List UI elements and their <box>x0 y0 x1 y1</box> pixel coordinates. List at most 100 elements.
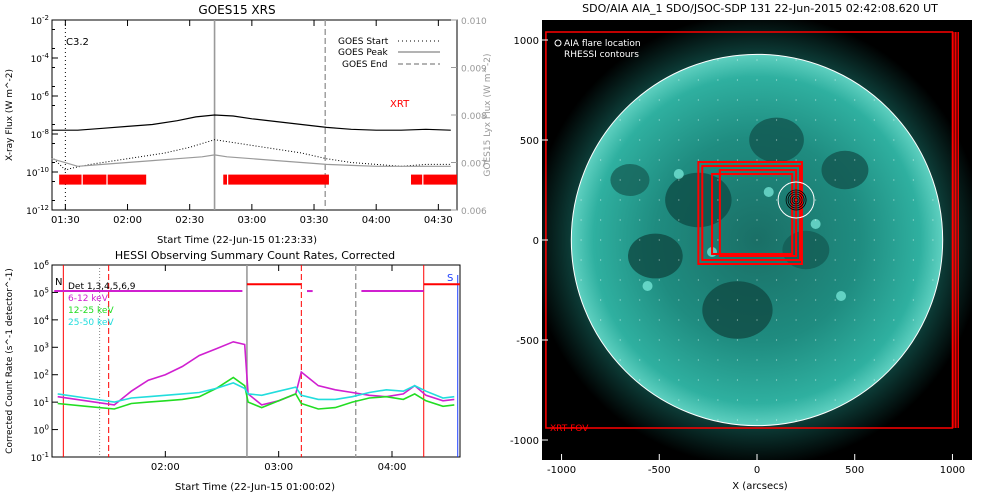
aia-grid-dot <box>795 119 797 121</box>
aia-grid-dot <box>912 259 914 261</box>
aia-grid-dot <box>893 239 895 241</box>
aia-grid-dot <box>619 319 621 321</box>
aia-grid-dot <box>736 339 739 341</box>
aia-grid-dot <box>795 379 797 381</box>
aia-ytick-label: -1000 <box>510 436 539 447</box>
goes-series-0 <box>51 114 451 131</box>
aia-flare-contours <box>777 181 815 219</box>
aia-grid-dot <box>600 259 602 261</box>
aia-grid-dot <box>600 279 602 281</box>
goes-panel: GOES15 XRS 01:30 02:00 02:30 03:00 03:30 04:0… <box>5 3 493 246</box>
aia-grid-dot <box>678 139 680 141</box>
aia-grid-dot <box>854 159 856 161</box>
aia-grid-dot <box>678 179 680 181</box>
aia-grid-dot <box>736 79 739 81</box>
goes-ytick-label: 10-4 <box>31 52 50 65</box>
aia-grid-dot <box>717 399 719 401</box>
aia-bright-point <box>810 219 821 229</box>
aia-grid-dot <box>639 299 641 301</box>
aia-grid-dot <box>873 179 875 181</box>
aia-grid-dot <box>854 379 856 381</box>
aia-grid-dot <box>775 159 778 161</box>
aia-grid-dot <box>678 159 680 161</box>
aia-dark-region <box>702 281 773 339</box>
aia-grid-dot <box>795 339 797 341</box>
aia-grid-dot <box>658 199 660 201</box>
hessi-ytick-label: 100 <box>33 424 49 437</box>
aia-grid-dot <box>639 359 641 361</box>
hessi-ytick-label: 103 <box>33 341 49 354</box>
aia-grid-dot <box>854 279 856 281</box>
aia-grid-dot <box>775 59 778 61</box>
aia-grid-dot <box>619 199 621 201</box>
aia-grid-dot <box>639 159 641 161</box>
aia-grid-dot <box>893 339 895 341</box>
aia-grid-dot <box>697 399 699 401</box>
aia-xlabel: X (arcsecs) <box>732 481 788 492</box>
aia-hessi-box <box>697 161 803 265</box>
aia-bright-point <box>642 281 653 291</box>
goes-xtick-label: 04:30 <box>424 215 453 226</box>
aia-grid-dot <box>619 119 621 121</box>
goes-series-group <box>51 114 451 171</box>
goes-xtick-label: 03:00 <box>237 215 266 226</box>
aia-grid-dot <box>932 239 934 241</box>
aia-grid-dot <box>873 379 875 381</box>
aia-grid-dot <box>658 139 660 141</box>
aia-grid-dot <box>639 319 641 321</box>
aia-grid-dot <box>795 279 797 281</box>
aia-grid-dot <box>736 139 739 141</box>
goes-coverage-bar <box>82 174 107 185</box>
aia-grid-dot <box>619 359 621 361</box>
aia-grid-dot <box>815 99 817 101</box>
aia-grid-dot <box>658 119 660 121</box>
aia-grid-dot <box>854 299 856 301</box>
aia-grid-dot <box>619 279 621 281</box>
aia-grid-dot <box>834 399 836 401</box>
aia-grid-dot <box>717 299 719 301</box>
goes-y2tick-label: 0.010 <box>461 17 487 27</box>
aia-grid-dot <box>795 99 797 101</box>
aia-grid-dot <box>600 179 602 181</box>
aia-grid-dot <box>834 199 836 201</box>
aia-hessi-box <box>718 169 798 257</box>
goes-xrt-label: XRT <box>390 99 410 110</box>
aia-grid-dot <box>775 319 778 321</box>
hessi-series-0 <box>57 340 455 406</box>
aia-grid-dot <box>775 139 778 141</box>
aia-legend-flare: AIA flare location <box>564 39 641 49</box>
aia-grid-dot <box>717 99 719 101</box>
aia-grid-dot <box>815 139 817 141</box>
aia-grid-dot <box>854 359 856 361</box>
aia-grid-dot <box>736 239 739 241</box>
hessi-legend: Det 1,3,4,5,6,9 6-12 keV 12-25 keV 25-50… <box>68 282 136 328</box>
aia-grid-dot <box>893 299 895 301</box>
aia-grid-dot <box>717 179 719 181</box>
goes-coverage-bar <box>423 174 457 185</box>
aia-grid-dot <box>854 339 856 341</box>
aia-grid-dot <box>697 139 699 141</box>
aia-grid-dot <box>619 179 621 181</box>
aia-hessi-box <box>711 173 794 255</box>
aia-grid-dot <box>697 99 699 101</box>
aia-grid-dot <box>600 219 602 221</box>
aia-ytick-label: -500 <box>516 336 539 347</box>
aia-grid-dot <box>775 199 778 201</box>
aia-grid-dot <box>717 239 719 241</box>
aia-grid-dot <box>775 179 778 181</box>
aia-grid-dot <box>678 119 680 121</box>
goes-ytick-label: 10-10 <box>26 166 49 179</box>
aia-title: SDO/AIA AIA_1 SDO/JSOC-SDP 131 22-Jun-20… <box>582 2 938 15</box>
aia-hessi-box <box>701 165 801 261</box>
aia-grid-dot <box>834 159 836 161</box>
aia-grid-dot <box>834 219 836 221</box>
aia-grid-dot <box>834 299 836 301</box>
aia-grid-dot <box>912 319 914 321</box>
aia-grid-dot <box>932 219 934 221</box>
aia-grid-dot <box>775 279 778 281</box>
aia-grid-dot <box>873 99 875 101</box>
aia-grid-dot <box>815 199 817 201</box>
goes-series-2 <box>51 154 451 167</box>
aia-grid-dot <box>619 239 621 241</box>
aia-grid-dot <box>736 59 739 61</box>
